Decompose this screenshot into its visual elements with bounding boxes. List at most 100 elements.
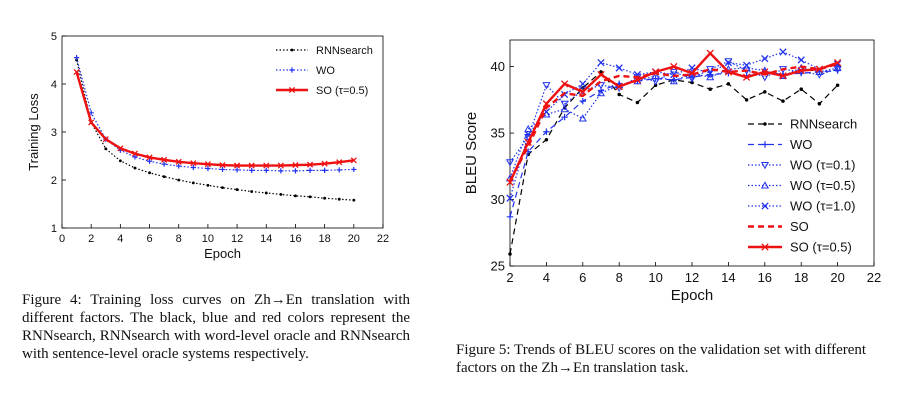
legend-label: RNNsearch — [790, 117, 857, 132]
data-point — [524, 138, 532, 147]
data-point — [73, 55, 80, 61]
y-tick-label: 40 — [491, 59, 505, 74]
data-point — [102, 136, 109, 143]
y-axis-label: BLEU Score — [463, 112, 480, 195]
data-point — [833, 60, 842, 68]
legend-label: WO — [316, 65, 335, 77]
legend: RNNsearch WO SO (τ=0.5) — [276, 45, 373, 97]
data-point — [234, 162, 241, 169]
data-point — [73, 68, 80, 76]
data-point — [336, 167, 342, 173]
x-tick-label: 14 — [260, 233, 272, 245]
data-point — [560, 104, 569, 113]
data-point — [176, 163, 182, 169]
data-point — [597, 70, 605, 79]
data-point — [219, 162, 226, 169]
data-point — [560, 80, 569, 88]
series-line — [509, 60, 838, 163]
y-tick-label: 1 — [51, 223, 57, 235]
data-point — [235, 188, 239, 192]
x-tick-label: 4 — [117, 233, 123, 245]
data-point — [219, 166, 226, 173]
x-tick-label: 4 — [543, 270, 550, 285]
x-tick-label: 2 — [506, 270, 513, 285]
data-point — [131, 150, 139, 157]
data-point — [761, 68, 769, 76]
legend-label: WO (τ=0.1) — [790, 158, 855, 173]
series-line — [509, 67, 838, 179]
y-tick-label: 3 — [51, 127, 57, 139]
data-point — [744, 98, 749, 102]
data-point — [307, 167, 313, 173]
x-tick-label: 12 — [685, 270, 699, 285]
data-point — [670, 62, 678, 71]
legend-label: WO — [790, 137, 812, 152]
data-point — [508, 252, 512, 256]
data-point — [742, 61, 751, 69]
series-0 — [75, 58, 356, 202]
data-point — [161, 161, 167, 167]
x-tick-label: 10 — [648, 270, 662, 285]
data-point — [350, 157, 357, 164]
data-point — [669, 76, 678, 85]
bleu-score-chart: 2 4 6 8 10 12 14 16 18 20 22 25 30 35 40 Epoch BLEU Scor… — [463, 39, 881, 304]
data-point — [506, 213, 514, 221]
x-tick-label: 20 — [348, 233, 360, 245]
data-point — [706, 72, 715, 81]
data-point — [205, 165, 211, 172]
legend-label: SO — [790, 219, 809, 234]
data-point — [264, 191, 268, 195]
data-point — [505, 159, 515, 167]
data-point — [651, 71, 660, 79]
data-point — [250, 190, 254, 193]
data-point — [263, 162, 270, 169]
data-point — [190, 164, 196, 171]
data-point — [651, 68, 660, 76]
data-point — [761, 54, 769, 63]
x-tick-label: 12 — [231, 233, 243, 245]
data-point — [835, 83, 840, 87]
data-point — [833, 58, 842, 67]
y-tick-label: 35 — [491, 126, 505, 141]
data-point — [578, 114, 587, 122]
data-point — [306, 161, 314, 168]
data-point — [506, 178, 514, 186]
data-point — [779, 48, 787, 56]
data-point — [279, 192, 283, 196]
data-point — [162, 175, 166, 179]
data-point — [799, 87, 803, 91]
x-tick-label: 0 — [59, 233, 65, 245]
data-point — [234, 167, 240, 173]
data-point — [177, 178, 181, 182]
data-point — [708, 87, 712, 91]
x-tick-label: 16 — [289, 233, 301, 245]
data-point — [633, 76, 642, 84]
data-point — [542, 100, 551, 108]
data-point — [351, 166, 357, 173]
legend-marker — [763, 122, 767, 126]
data-point — [161, 156, 168, 163]
x-tick-label: 18 — [319, 233, 331, 245]
series-6 — [506, 49, 842, 186]
legend-marker — [290, 48, 294, 52]
data-point — [797, 56, 805, 64]
data-point — [724, 68, 733, 76]
legend-marker — [288, 86, 296, 94]
legend-label: WO (τ=1.0) — [790, 199, 855, 214]
series-line — [509, 69, 838, 217]
data-point — [308, 195, 312, 199]
data-point — [706, 49, 714, 57]
data-point — [221, 186, 224, 190]
series-2 — [73, 68, 357, 169]
data-point — [726, 82, 731, 86]
legend-label: SO (τ=0.5) — [316, 85, 368, 97]
data-point — [579, 80, 587, 88]
x-axis-label: Epoch — [204, 246, 241, 261]
legend-marker — [761, 202, 769, 210]
data-point — [815, 65, 824, 73]
data-point — [88, 119, 95, 126]
data-point — [146, 158, 153, 164]
series-line — [76, 57, 354, 172]
data-point — [133, 166, 137, 170]
data-point — [615, 64, 623, 72]
